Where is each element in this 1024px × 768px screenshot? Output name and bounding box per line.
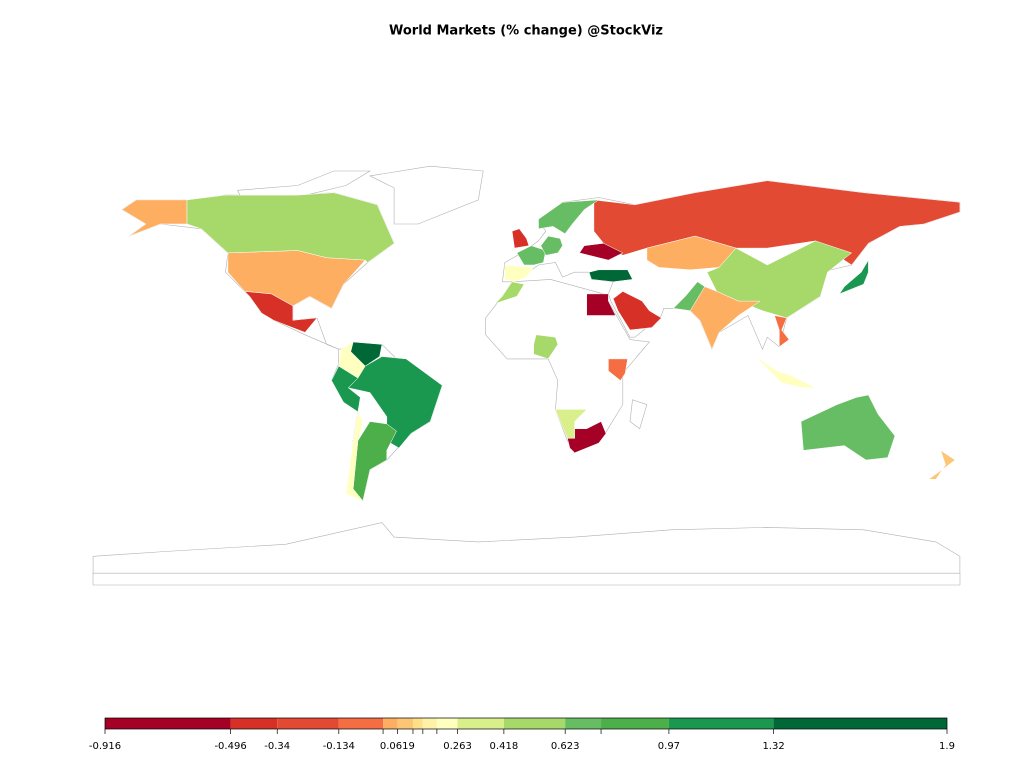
legend-tick-label: 1.9 bbox=[939, 741, 955, 752]
country bbox=[244, 291, 318, 333]
legend-swatch bbox=[436, 718, 458, 729]
legend-swatch bbox=[383, 718, 398, 729]
country bbox=[511, 228, 530, 249]
country bbox=[612, 291, 662, 331]
country bbox=[516, 245, 547, 266]
legend-swatch bbox=[412, 718, 423, 729]
country bbox=[689, 286, 761, 350]
country bbox=[540, 235, 563, 256]
legend-swatch bbox=[773, 718, 947, 729]
legend-swatch bbox=[230, 718, 278, 729]
legend-swatch bbox=[105, 718, 231, 729]
legend-tick-label: 0.418 bbox=[490, 741, 519, 752]
country bbox=[504, 264, 535, 283]
legend-tick-label: 1.32 bbox=[762, 741, 784, 752]
legend-tick-label: 0.623 bbox=[551, 741, 580, 752]
country bbox=[800, 394, 896, 461]
country bbox=[646, 235, 737, 271]
chart-title: World Markets (% change) @StockViz bbox=[389, 24, 663, 39]
country bbox=[586, 293, 617, 316]
legend-swatch bbox=[565, 718, 602, 729]
country bbox=[588, 269, 633, 283]
country bbox=[774, 315, 790, 348]
land-outline bbox=[629, 399, 648, 430]
legend-swatch bbox=[601, 718, 669, 729]
legend-swatch bbox=[422, 718, 437, 729]
country bbox=[121, 199, 188, 237]
legend-swatch bbox=[668, 718, 774, 729]
country bbox=[331, 365, 361, 413]
country bbox=[533, 334, 559, 360]
country bbox=[495, 281, 525, 304]
country bbox=[345, 411, 364, 502]
legend-swatch bbox=[338, 718, 384, 729]
country bbox=[538, 199, 600, 235]
land-outline bbox=[92, 522, 961, 574]
legend-tick-label: -0.916 bbox=[89, 741, 121, 752]
country bbox=[593, 180, 961, 266]
legend-swatch bbox=[397, 718, 413, 729]
country bbox=[567, 421, 607, 454]
country bbox=[608, 358, 628, 381]
country bbox=[186, 192, 395, 263]
legend-tick-label: -0.496 bbox=[214, 741, 246, 752]
legend-swatch bbox=[277, 718, 339, 729]
country bbox=[579, 243, 624, 261]
legend-tick-label: 0.97 bbox=[658, 741, 680, 752]
legend-frame bbox=[104, 717, 948, 730]
legend-tick-label: -0.34 bbox=[264, 741, 290, 752]
country bbox=[227, 250, 366, 309]
legend-swatch bbox=[503, 718, 566, 729]
legend-tick-label: 0.0619 bbox=[380, 741, 415, 752]
legend-tick-label: 0.263 bbox=[443, 741, 472, 752]
country bbox=[838, 259, 869, 295]
legend-tick-label: -0.134 bbox=[323, 741, 355, 752]
country bbox=[927, 449, 956, 480]
country bbox=[755, 356, 816, 389]
land-outline bbox=[369, 165, 484, 225]
country bbox=[672, 281, 706, 311]
legend-swatch bbox=[457, 718, 504, 729]
country bbox=[555, 409, 588, 439]
